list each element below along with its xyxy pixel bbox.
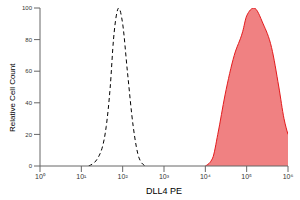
- svg-text:10⁶: 10⁶: [283, 173, 292, 180]
- svg-text:10²: 10²: [118, 173, 129, 180]
- svg-text:10¹: 10¹: [76, 173, 87, 180]
- svg-text:10⁵: 10⁵: [241, 173, 252, 180]
- svg-text:0: 0: [29, 163, 33, 169]
- svg-text:20: 20: [25, 132, 32, 138]
- svg-text:60: 60: [25, 68, 32, 74]
- svg-text:10³: 10³: [159, 173, 170, 180]
- svg-text:80: 80: [25, 37, 32, 43]
- svg-text:10⁴: 10⁴: [200, 173, 211, 180]
- svg-text:100: 100: [22, 5, 33, 11]
- svg-text:Relative Cell Count: Relative Cell Count: [8, 63, 17, 132]
- svg-text:10⁰: 10⁰: [35, 173, 46, 180]
- svg-text:DLL4 PE: DLL4 PE: [146, 186, 182, 196]
- svg-text:40: 40: [25, 100, 32, 106]
